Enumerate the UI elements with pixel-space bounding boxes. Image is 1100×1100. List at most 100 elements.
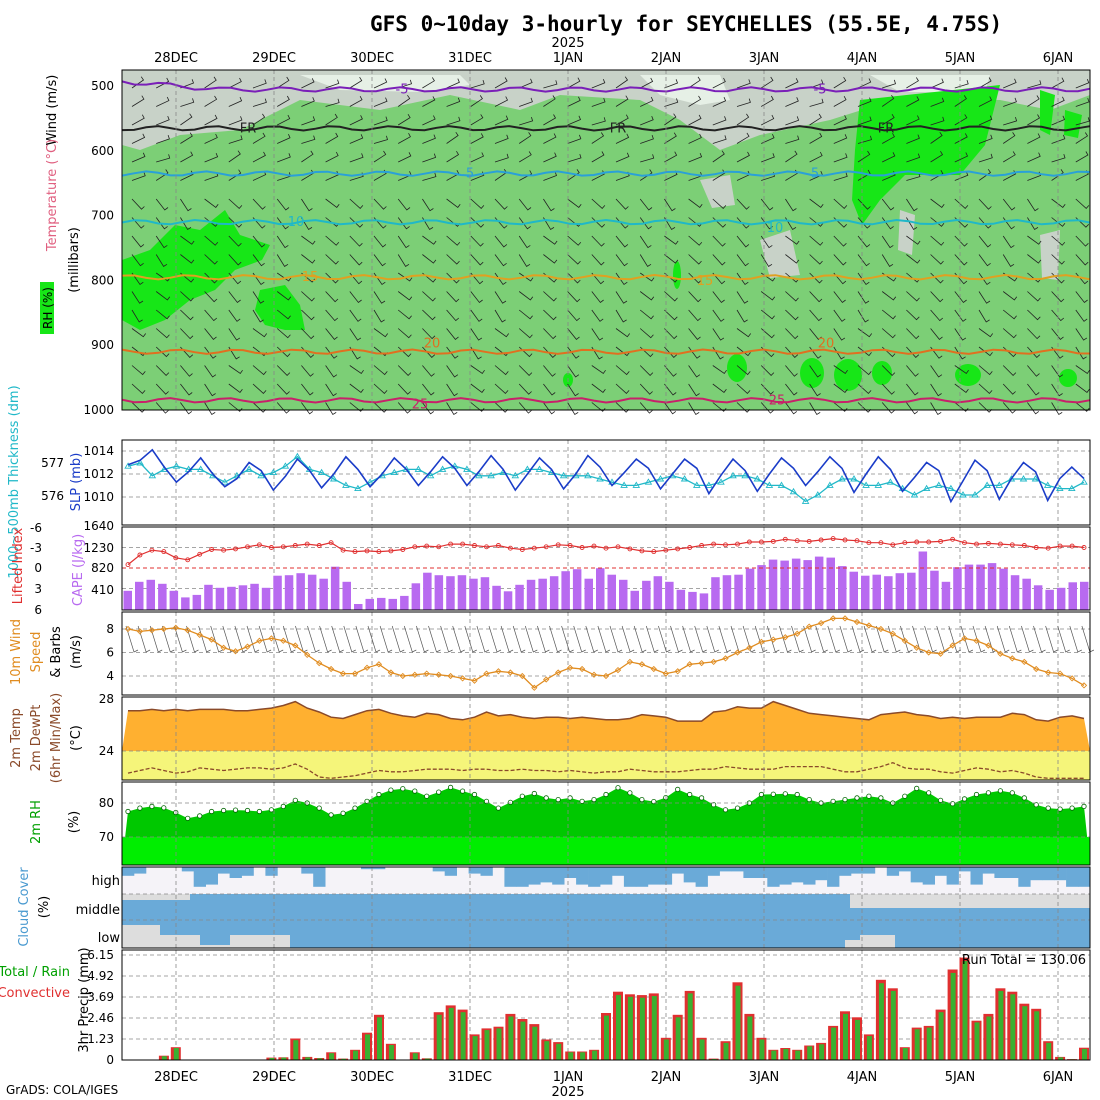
wind-barb [397, 94, 411, 107]
precip-convective-bar [592, 1050, 598, 1060]
wind-barb [494, 134, 509, 144]
wind-barb [639, 169, 653, 181]
surface-wind-barb [500, 625, 514, 653]
cape-bar [330, 566, 340, 610]
wind-barb [301, 97, 315, 107]
date-label-bottom: 6JAN [1043, 1070, 1074, 1085]
wind-speed-point [483, 670, 490, 677]
wind-barb [252, 365, 267, 376]
wind-barb [131, 291, 144, 304]
wind-barb [301, 78, 315, 89]
lifted-index-point [137, 552, 143, 558]
wind-barb [591, 383, 606, 393]
wind-barb [276, 254, 289, 267]
rh2m-point [806, 796, 812, 803]
precip-convective-bar [568, 1052, 574, 1060]
wind-barb [906, 96, 920, 107]
wind-barb [736, 291, 749, 304]
wind-barb [155, 346, 170, 358]
wind-barb [349, 198, 364, 209]
rh2m-point [292, 797, 298, 803]
precip-convective-bar [1034, 1011, 1040, 1060]
wind-barb [785, 291, 799, 302]
precip-convective-bar [388, 1045, 394, 1060]
rh2m-point [328, 812, 334, 818]
cloud-high-bar [373, 867, 386, 870]
lifted-index-point [735, 541, 740, 547]
wind-barb [736, 254, 749, 267]
wind-barb [228, 383, 243, 393]
cloud-high-bar [839, 867, 852, 876]
wind-barb [688, 383, 700, 397]
precip-convective-bar [926, 1027, 932, 1060]
wind-barb [1027, 133, 1041, 144]
cloud-panel-frame [121, 866, 1091, 949]
wind-barb [640, 115, 654, 126]
rh2m-point [221, 807, 227, 814]
wind-barb [301, 150, 314, 163]
precip-convective-bar [353, 1050, 358, 1060]
wind-barb [785, 402, 798, 415]
year-label-top: 2025 [551, 36, 584, 51]
wind-barb [712, 254, 726, 266]
page-title: GFS 0~10day 3-hourly for SEYCHELLES (55.… [370, 12, 1003, 36]
wind-barb [1051, 115, 1066, 126]
wind-speed-point [578, 665, 586, 673]
pressure-tick-label: 800 [91, 273, 114, 287]
wind-barb [664, 113, 677, 126]
wind-barb [785, 78, 799, 89]
precip-convective-bar [424, 1058, 430, 1060]
cloud-high-bar [480, 867, 493, 876]
lifted-index-point [567, 543, 573, 548]
wind-barb [978, 168, 992, 181]
rh2m-point [471, 791, 478, 798]
cloud-high-bar [922, 867, 935, 885]
wind-barb [301, 198, 313, 212]
wind-barb [978, 328, 994, 338]
wind-barb [228, 198, 243, 209]
wind-barb [591, 198, 606, 209]
axis-title-thickness: 1000~500mb Thickness (dm) [7, 385, 22, 578]
wind-barb [954, 152, 969, 163]
wind-barb [1075, 291, 1088, 304]
pressure-tick-label: 500 [91, 79, 114, 93]
wind-barb [712, 365, 727, 375]
lifted-index-point [603, 545, 609, 551]
axis-title-rh: RH (%) [41, 287, 55, 329]
cape-bar [434, 575, 444, 610]
cape-bar [780, 560, 789, 610]
wind-barb [809, 383, 821, 397]
cloud-high-bar [265, 867, 278, 876]
wind-barb [712, 198, 727, 209]
wind-barb [1075, 78, 1090, 89]
wind-barb [591, 117, 606, 126]
thickness-point [463, 465, 471, 472]
wind-barb [954, 198, 969, 209]
surface-wind-barb [875, 625, 889, 653]
wind-barb [131, 383, 146, 394]
cape-bar [607, 574, 616, 610]
thickness-point [136, 459, 144, 466]
wind-barb [1051, 217, 1066, 227]
wind-speed-point [949, 642, 956, 649]
wind-barb [1075, 198, 1090, 209]
wind-barb [833, 328, 846, 341]
lifted-index-point [1081, 545, 1087, 550]
date-label-bottom: 1JAN [553, 1070, 584, 1085]
wind-barb [954, 383, 969, 393]
surface-wind-barb [682, 625, 695, 653]
wind-speed-point [602, 672, 610, 680]
wind-barb [422, 383, 435, 396]
thickness-point [366, 478, 374, 485]
lifted-index-point [472, 543, 477, 548]
surface-wind-barb [246, 625, 260, 653]
date-label-top: 2JAN [651, 51, 682, 66]
wind-barb [615, 235, 629, 248]
cloud-high-bar [731, 867, 744, 872]
surface-wind-barb [295, 625, 308, 653]
wind-barb [857, 217, 871, 229]
thickness-point [874, 481, 883, 488]
rh2m-point [854, 795, 860, 801]
surface-wind-barb [839, 625, 853, 653]
wind-barb [543, 383, 556, 396]
